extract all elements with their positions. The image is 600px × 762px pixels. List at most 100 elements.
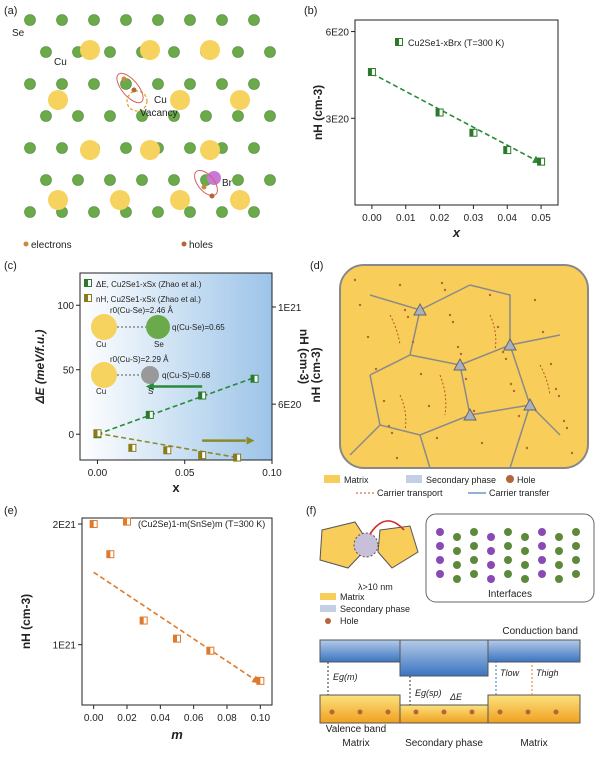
se-atom — [72, 174, 84, 186]
hole-dot — [353, 278, 357, 282]
hole-dot — [419, 372, 423, 376]
hole-dot — [533, 298, 537, 302]
conduction-band-label: Conduction band — [502, 626, 578, 637]
hole-dot — [549, 362, 553, 366]
grain-boundary — [469, 284, 511, 345]
interface-atom — [555, 575, 563, 583]
legend-secondary: Secondary phase — [426, 475, 496, 485]
marker-fill — [128, 444, 133, 452]
se-atom — [200, 110, 212, 122]
data-point — [256, 676, 265, 685]
trend-line — [93, 571, 261, 684]
data-point — [89, 520, 98, 529]
hole-dot — [488, 293, 492, 297]
hole-dot — [374, 367, 378, 371]
legend-hole: Hole — [517, 475, 536, 485]
interface-atom — [521, 561, 529, 569]
x-tick-label: 0.00 — [88, 468, 108, 479]
y-tick-label: 1E21 — [53, 641, 77, 652]
cu-atom — [200, 40, 220, 60]
valence-band-label: Valence band — [326, 724, 386, 735]
se-atom — [40, 110, 52, 122]
data-point — [503, 146, 512, 155]
interface-atom — [487, 575, 495, 583]
se-atom — [88, 14, 100, 26]
cu-atom — [48, 90, 68, 110]
se-atom — [104, 46, 116, 58]
se-sphere — [146, 315, 170, 339]
se-atom — [152, 78, 164, 90]
interface-atom — [470, 528, 478, 536]
data-point-olive — [233, 453, 242, 462]
panel-f-label: (f) — [306, 505, 316, 517]
secondary-phase — [463, 407, 477, 421]
hole-dot — [501, 350, 505, 354]
grain-boundary — [509, 404, 531, 469]
legend-hole: Hole — [340, 616, 359, 626]
hole-dot — [366, 335, 370, 339]
data-point-olive — [93, 429, 102, 438]
cu-atom — [140, 40, 160, 60]
crystal-lattice-diagram: (a) Se Cu Cu Vacancy Br electrons holes — [0, 0, 300, 255]
cu-atom — [48, 190, 68, 210]
legend-holes: holes — [189, 240, 213, 251]
marker-fill — [251, 375, 255, 383]
se-atom — [232, 174, 244, 186]
chart-c: (c) 0.00 0.05 0.10 0 50 100 6E20 1E21 x ΔE (meV/f.… — [4, 260, 311, 495]
marker-fill — [123, 518, 127, 526]
hole-dot — [395, 456, 399, 460]
band-diagram: (f) λ>10 nm Interfaces Matrix Secondary phas… — [306, 505, 595, 749]
x-tick-label: 0.08 — [217, 713, 237, 724]
hole-dot — [385, 709, 391, 715]
hole-dot — [525, 709, 531, 715]
x-tick-label: 0.01 — [396, 213, 416, 224]
hole-dot — [411, 340, 415, 344]
data-point-olive — [163, 446, 172, 455]
se-atom — [216, 14, 228, 26]
hole-dot — [403, 308, 407, 312]
interface-atom — [470, 556, 478, 564]
hole-dot — [472, 409, 476, 413]
se-atom — [88, 78, 100, 90]
interface-atom — [504, 556, 512, 564]
grain-boundary — [409, 334, 561, 366]
se-atom — [104, 110, 116, 122]
legend-electrons: electrons — [31, 240, 72, 251]
hole-dot — [209, 193, 215, 199]
hole-dot — [570, 451, 574, 455]
hole-dot — [517, 414, 521, 418]
hole-dot — [553, 709, 559, 715]
interface-atom — [555, 533, 563, 541]
electron-dot — [201, 184, 207, 190]
legend-hole-dot — [181, 241, 187, 247]
grain-boundary — [379, 364, 471, 436]
x-axis-label: m — [171, 727, 183, 742]
y2-tick-label: 6E20 — [278, 400, 302, 411]
interface-atom — [521, 533, 529, 541]
y-axis-label: nH (cm-3) — [19, 594, 33, 649]
legend-matrix: Matrix — [344, 475, 369, 485]
se-atom — [88, 206, 100, 218]
data-point-green — [145, 410, 154, 419]
y-tick-label: 3E20 — [326, 114, 350, 125]
hole-dot — [497, 709, 503, 715]
secondary-particle — [353, 532, 379, 558]
se-atom — [216, 78, 228, 90]
marker-fill — [206, 647, 211, 655]
cu-atom — [230, 190, 250, 210]
legend-electron-dot — [23, 241, 29, 247]
cu-atom — [80, 40, 100, 60]
x-tick-label: 0.00 — [362, 213, 382, 224]
secondary-phase — [453, 357, 467, 371]
y-tick-label: 6E20 — [326, 28, 350, 39]
marker-fill — [469, 129, 474, 137]
marker-fill — [163, 446, 168, 454]
arrow-left-head — [145, 382, 154, 391]
interface-atom — [453, 561, 461, 569]
hole-dot — [443, 288, 447, 292]
interface-atom — [470, 542, 478, 550]
marker-fill — [395, 38, 399, 46]
x-tick-label: 0.05 — [531, 213, 551, 224]
interface-atom — [504, 570, 512, 578]
secondary-phase — [413, 302, 427, 316]
